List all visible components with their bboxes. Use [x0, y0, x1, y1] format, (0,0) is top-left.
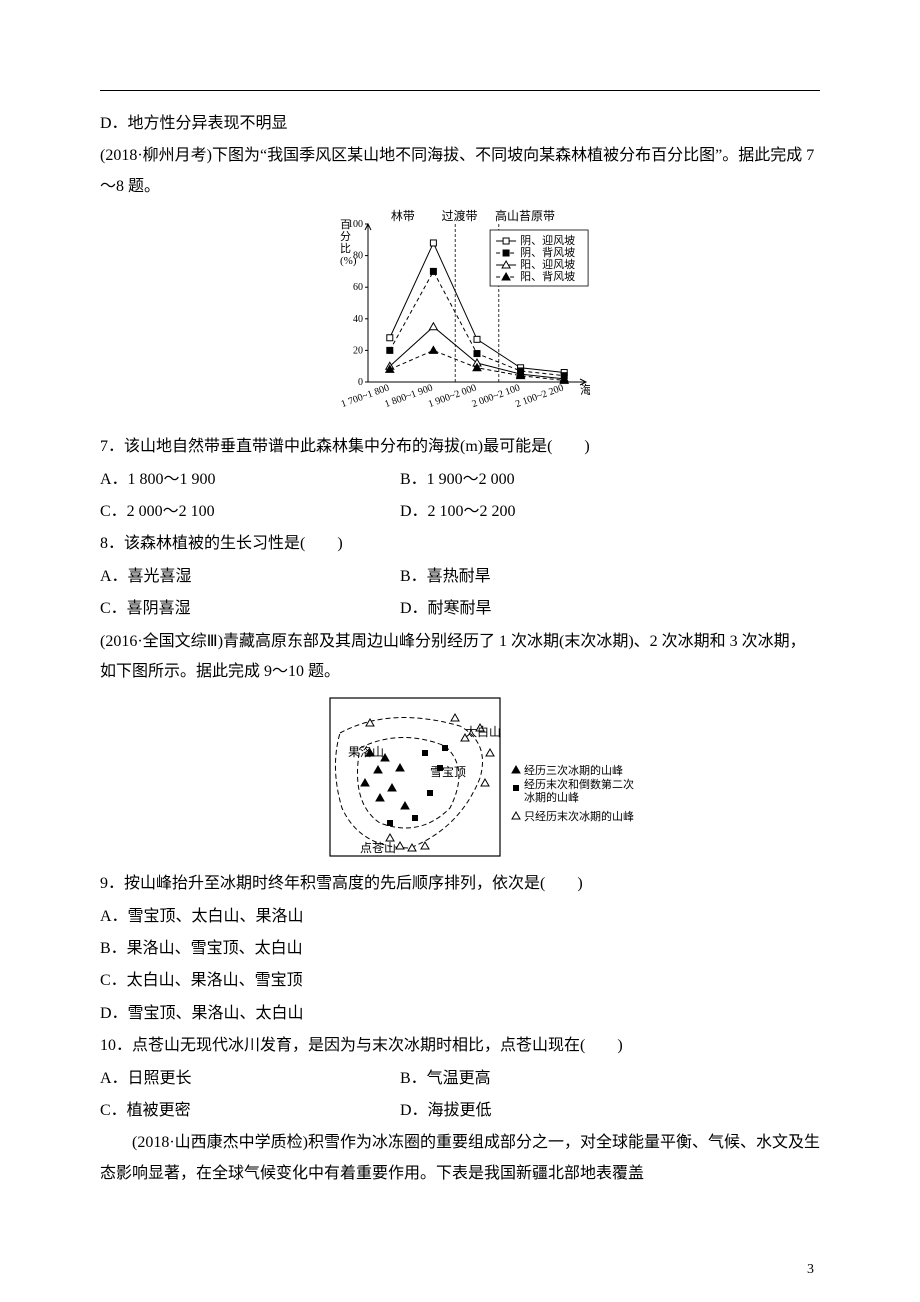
q9-A: A．雪宝顶、太白山、果洛山 — [100, 902, 820, 932]
q7-A: A．1 800～1 900 — [100, 465, 400, 495]
q7-row1: A．1 800～1 900 B．1 900～2 000 — [100, 465, 820, 495]
svg-text:40: 40 — [353, 314, 363, 325]
svg-text:雪宝顶: 雪宝顶 — [430, 765, 466, 779]
q10-B: B．气温更高 — [400, 1064, 820, 1094]
q10-A: A．日照更长 — [100, 1064, 400, 1094]
svg-text:冰期的山峰: 冰期的山峰 — [524, 790, 579, 804]
svg-text:海拔(m): 海拔(m) — [580, 382, 590, 397]
page: D．地方性分异表现不明显 (2018·柳州月考)下图为“我国季风区某山地不同海拔… — [0, 0, 920, 1302]
svg-text:只经历末次冰期的山峰: 只经历末次冰期的山峰 — [524, 809, 634, 823]
q9-C: C．太白山、果洛山、雪宝顶 — [100, 966, 820, 996]
q7-row2: C．2 000～2 100 D．2 100～2 200 — [100, 497, 820, 527]
q9-B: B．果洛山、雪宝顶、太白山 — [100, 934, 820, 964]
q8-row1: A．喜光喜湿 B．喜热耐旱 — [100, 562, 820, 592]
page-number: 3 — [807, 1257, 814, 1284]
q10-C: C．植被更密 — [100, 1096, 400, 1126]
q7-D: D．2 100～2 200 — [400, 497, 820, 527]
q10-D: D．海拔更低 — [400, 1096, 820, 1126]
svg-text:1 700~1 800: 1 700~1 800 — [340, 383, 391, 411]
svg-text:点苍山: 点苍山 — [360, 841, 396, 855]
svg-text:阴、迎风坡: 阴、迎风坡 — [520, 234, 575, 247]
forest-chart: 林带过渡带高山苔原带百分比(%)0204060801001 700~1 8001… — [330, 208, 590, 426]
q8-stem: 8．该森林植被的生长习性是( ) — [100, 529, 820, 559]
q8-row2: C．喜阴喜湿 D．耐寒耐旱 — [100, 594, 820, 624]
q8-B: B．喜热耐旱 — [400, 562, 820, 592]
svg-text:林带: 林带 — [391, 209, 415, 223]
svg-text:经历末次和倒数第二次: 经历末次和倒数第二次 — [524, 777, 634, 791]
q8-A: A．喜光喜湿 — [100, 562, 400, 592]
q7-stem: 7．该山地自然带垂直带谱中此森林集中分布的海拔(m)最可能是( ) — [100, 432, 820, 462]
intro-7-8: (2018·柳州月考)下图为“我国季风区某山地不同海拔、不同坡向某森林植被分布百… — [100, 141, 820, 202]
q9-stem: 9．按山峰抬升至冰期时终年积雪高度的先后顺序排列，依次是( ) — [100, 869, 820, 899]
q8-D: D．耐寒耐旱 — [400, 594, 820, 624]
q9-D: D．雪宝顶、果洛山、太白山 — [100, 999, 820, 1029]
q10-stem: 10．点苍山无现代冰川发育，是因为与末次冰期时相比，点苍山现在( ) — [100, 1031, 820, 1061]
q8-C: C．喜阴喜湿 — [100, 594, 400, 624]
svg-text:60: 60 — [353, 282, 363, 293]
svg-text:20: 20 — [353, 346, 363, 357]
svg-text:100: 100 — [348, 219, 363, 230]
svg-text:比: 比 — [340, 242, 351, 255]
q10-row1: A．日照更长 B．气温更高 — [100, 1064, 820, 1094]
svg-text:阴、背风坡: 阴、背风坡 — [520, 245, 575, 259]
svg-text:高山苔原带: 高山苔原带 — [495, 208, 555, 223]
svg-text:2 100~2 200: 2 100~2 200 — [514, 383, 565, 411]
svg-text:分: 分 — [340, 230, 351, 243]
svg-text:80: 80 — [353, 251, 363, 262]
q7-C: C．2 000～2 100 — [100, 497, 400, 527]
q7-B: B．1 900～2 000 — [400, 465, 820, 495]
option-d-line: D．地方性分异表现不明显 — [100, 109, 820, 139]
svg-text:0: 0 — [358, 377, 363, 388]
svg-text:阳、背风坡: 阳、背风坡 — [520, 269, 575, 283]
svg-text:2 000~2 100: 2 000~2 100 — [470, 383, 521, 411]
intro-9-10: (2016·全国文综Ⅲ)青藏高原东部及其周边山峰分别经历了 1 次冰期(末次冰期… — [100, 627, 820, 688]
svg-text:太白山: 太白山 — [465, 724, 501, 739]
svg-text:果洛山: 果洛山 — [348, 744, 384, 759]
glacial-map: 太白山果洛山雪宝顶点苍山 经历三次冰期的山峰经历末次和倒数第二次冰期的山峰只经历末… — [260, 693, 660, 863]
svg-text:过渡带: 过渡带 — [442, 208, 478, 223]
q10-row2: C．植被更密 D．海拔更低 — [100, 1096, 820, 1126]
intro-11: (2018·山西康杰中学质检)积雪作为冰冻圈的重要组成部分之一，对全球能量平衡、… — [100, 1128, 820, 1189]
header-rule — [100, 90, 820, 91]
svg-text:阳、迎风坡: 阳、迎风坡 — [520, 258, 575, 271]
svg-text:1 800~1 900: 1 800~1 900 — [383, 383, 434, 411]
svg-text:经历三次冰期的山峰: 经历三次冰期的山峰 — [524, 763, 623, 777]
svg-text:1 900~2 000: 1 900~2 000 — [427, 383, 478, 411]
